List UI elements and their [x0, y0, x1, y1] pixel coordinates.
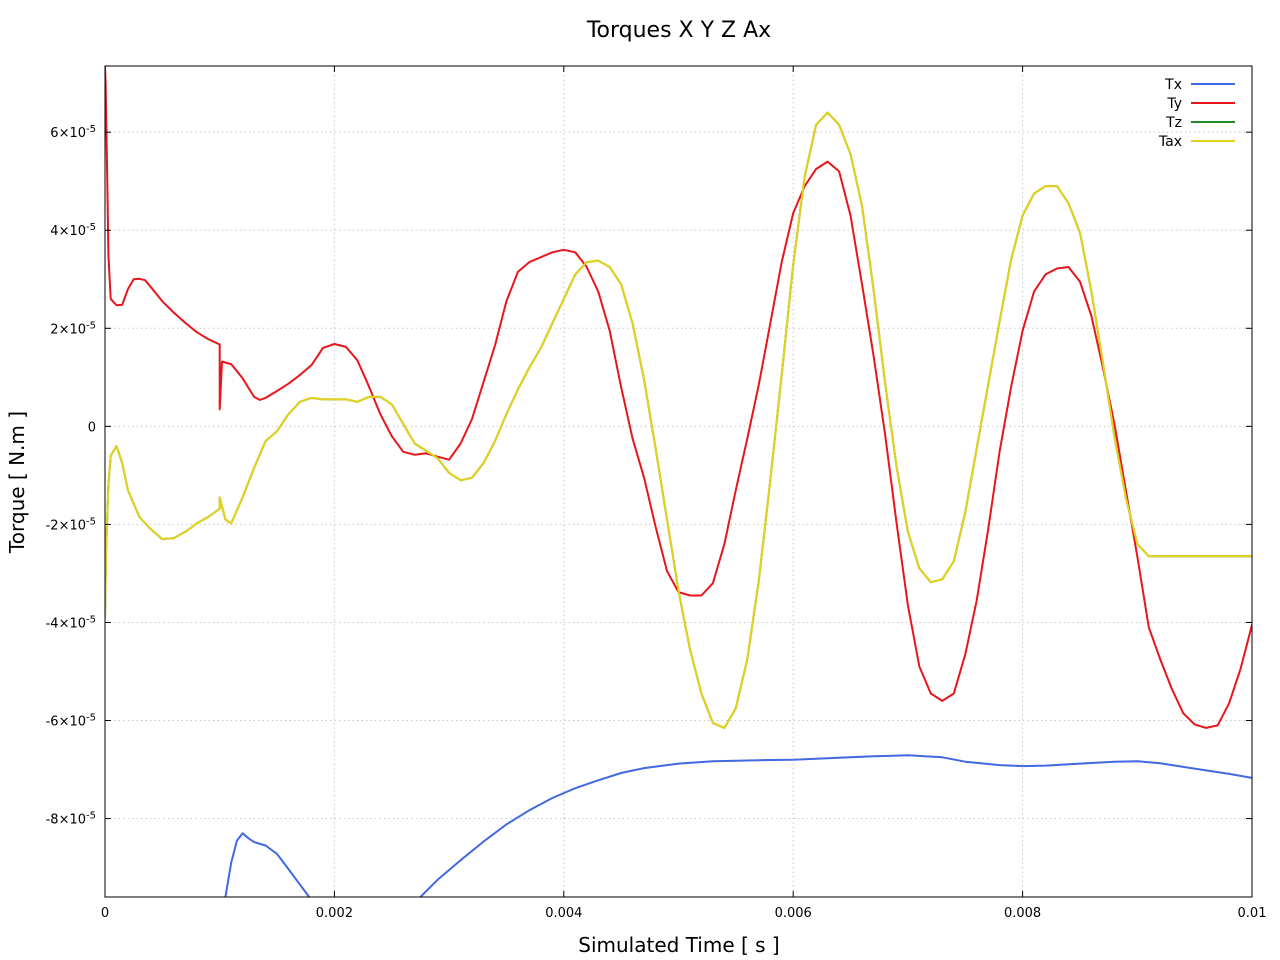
x-tick-label: 0.008 [1004, 906, 1041, 921]
x-tick-label: 0.006 [775, 906, 812, 921]
series-layer [105, 66, 1252, 897]
y-tick-label: -8×10-5 [46, 811, 96, 828]
legend-label-tax: Tax [1158, 134, 1182, 150]
y-tick-label: -2×10-5 [46, 516, 96, 533]
legend: Tx Ty Tz Tax [1158, 77, 1235, 150]
y-tick-label: 0 [88, 420, 96, 435]
series-line-tx [224, 832, 311, 897]
legend-label-tx: Tx [1164, 77, 1182, 93]
x-tick-label: 0.004 [545, 906, 582, 921]
y-tick-label: -4×10-5 [46, 614, 96, 631]
series-line-tz [105, 111, 1252, 729]
x-tick-labels: 0 0.002 0.004 0.006 0.008 0.01 [101, 906, 1267, 921]
x-axis-label: Simulated Time [ s ] [578, 933, 779, 957]
axis-ticks [104, 66, 1253, 897]
legend-label-ty: Ty [1166, 96, 1182, 112]
y-tick-label: -6×10-5 [46, 713, 96, 730]
y-tick-label: 6×10-5 [50, 124, 96, 141]
x-tick-label: 0.01 [1238, 906, 1267, 921]
series-line-tx [419, 754, 1252, 897]
grid-lines [105, 66, 1252, 897]
y-tick-label: 2×10-5 [50, 320, 96, 337]
y-axis-label: Torque [ N.m ] [5, 411, 29, 554]
x-tick-label: 0 [101, 906, 109, 921]
series-line-tax [105, 111, 1252, 729]
chart-title: Torques X Y Z Ax [586, 18, 771, 43]
x-tick-label: 0.002 [316, 906, 353, 921]
series-line-ty [105, 66, 1252, 729]
y-tick-labels: 6×10-5 4×10-5 2×10-5 0 -2×10-5 -4×10-5 -6×10-5… [46, 124, 96, 827]
legend-label-tz: Tz [1165, 115, 1182, 131]
plot-frame [104, 65, 1253, 898]
y-tick-label: 4×10-5 [50, 222, 96, 239]
